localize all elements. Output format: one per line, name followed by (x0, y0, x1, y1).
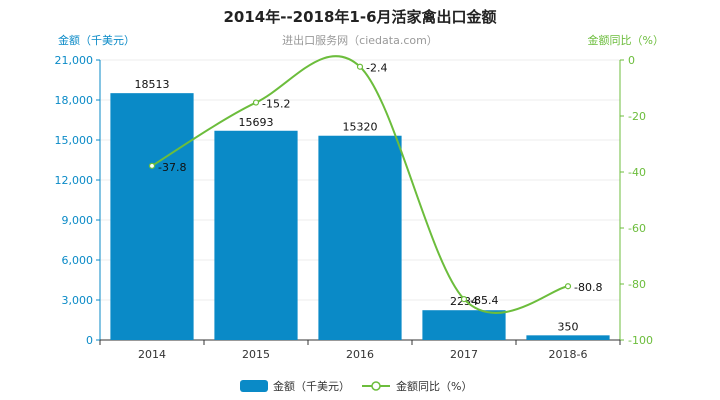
x-tick-label: 2014 (138, 348, 166, 361)
line-value-label: -15.2 (262, 98, 290, 111)
bar (526, 335, 610, 340)
left-tick-label: 9,000 (62, 214, 94, 227)
line-point (252, 99, 260, 106)
left-tick-label: 0 (86, 334, 93, 347)
line-point (460, 296, 468, 303)
left-axis-label: 金额（千美元） (58, 33, 135, 47)
bar (318, 135, 402, 340)
right-tick-label: -80 (628, 278, 646, 291)
left-tick-label: 3,000 (62, 294, 94, 307)
line-point (356, 63, 364, 70)
right-tick-label: -100 (628, 334, 653, 347)
line-point (148, 162, 156, 169)
left-tick-label: 21,000 (55, 54, 94, 67)
line-value-label: -2.4 (366, 62, 387, 75)
legend-line-label: 金额同比（%） (396, 379, 472, 393)
right-tick-label: -20 (628, 110, 646, 123)
bar-value-label: 15693 (239, 116, 274, 129)
x-tick-label: 2017 (450, 348, 478, 361)
line-value-label: -80.8 (574, 281, 602, 294)
line-value-label: -85.4 (470, 294, 498, 307)
right-tick-label: -60 (628, 222, 646, 235)
right-tick-label: -40 (628, 166, 646, 179)
chart-title: 2014年--2018年1-6月活家禽出口金额 (223, 8, 496, 26)
bar-value-label: 18513 (135, 78, 170, 91)
legend: 金额（千美元） 金额同比（%） (240, 379, 472, 393)
bar-value-label: 350 (558, 320, 579, 333)
left-tick-label: 6,000 (62, 254, 94, 267)
legend-line-marker (371, 381, 381, 391)
bar (110, 93, 194, 340)
series-line (151, 55, 569, 314)
line-point (564, 283, 572, 290)
bar-value-label: 15320 (343, 121, 378, 134)
x-tick-label: 2015 (242, 348, 270, 361)
left-tick-label: 15,000 (55, 134, 94, 147)
right-tick-label: 0 (628, 54, 635, 67)
left-tick-label: 18,000 (55, 94, 94, 107)
line-value-label: -37.8 (158, 161, 186, 174)
plot-area: 0 3,000 6,000 9,000 12,000 15,000 18,000 21,000… (55, 54, 653, 361)
x-tick-label: 2018-6 (549, 348, 588, 361)
chart-subtitle: 进出口服务网（ciedata.com） (282, 33, 438, 47)
legend-bar-label: 金额（千美元） (273, 379, 350, 393)
legend-bar-swatch (240, 380, 268, 392)
left-tick-label: 12,000 (55, 174, 94, 187)
bar (214, 130, 298, 340)
x-tick-label: 2016 (346, 348, 374, 361)
bar (422, 310, 506, 340)
right-axis-label: 金额同比（%） (588, 33, 664, 47)
